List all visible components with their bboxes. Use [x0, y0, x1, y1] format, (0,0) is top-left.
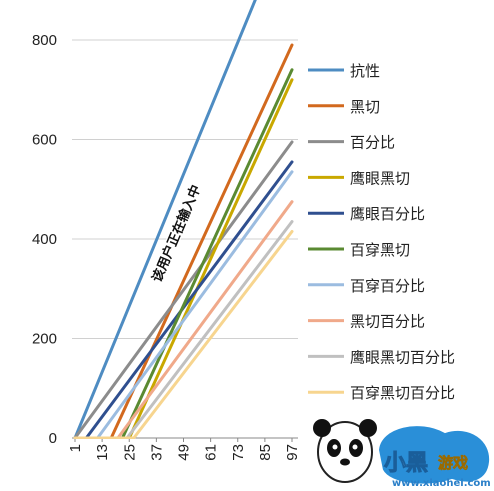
x-axis-tick-labels: 1 13 25 37 49 61 73 85 97 [67, 438, 301, 461]
y-tick-label: 400 [32, 231, 57, 248]
x-tick-label: 85 [257, 444, 274, 461]
legend-label: 百穿黑切百分比 [350, 384, 455, 402]
x-tick-label: 13 [94, 444, 111, 461]
series-lines [73, 0, 294, 439]
x-tick-label: 97 [284, 444, 301, 461]
legend-label: 黑切 [350, 98, 380, 116]
legend-label: 黑切百分比 [350, 313, 425, 331]
y-axis-tick-labels: 0 200 400 600 800 [32, 32, 57, 447]
y-tick-label: 800 [32, 32, 57, 49]
x-tick-label: 49 [176, 444, 193, 461]
legend-label: 鹰眼百分比 [350, 205, 425, 223]
legend-label: 抗性 [350, 62, 380, 80]
legend-label: 百穿百分比 [350, 277, 425, 295]
legend-label: 百穿黑切 [350, 241, 410, 259]
x-tick-label: 25 [121, 444, 138, 461]
svg-text:游戏: 游戏 [438, 454, 468, 472]
series-line-3 [73, 140, 294, 439]
panda-icon [313, 419, 377, 483]
x-tick-label: 37 [148, 444, 165, 461]
legend-label: 鹰眼黑切 [350, 169, 410, 187]
x-tick-label: 61 [203, 444, 220, 461]
svg-text:www.xiaohei.com: www.xiaohei.com [392, 478, 491, 489]
watermark-logo: 小黑 游戏 www.xiaohei.com [313, 419, 492, 489]
legend-label: 鹰眼黑切百分比 [350, 348, 455, 366]
legend: 抗性黑切百分比鹰眼黑切鹰眼百分比百穿黑切百穿百分比黑切百分比鹰眼黑切百分比百穿黑… [308, 62, 455, 402]
y-tick-label: 0 [49, 430, 57, 447]
series-line-1 [73, 0, 257, 439]
brand-wordmark: 小黑 游戏 www.xiaohei.com [376, 424, 492, 489]
x-tick-label: 1 [67, 444, 84, 452]
svg-text:小黑: 小黑 [384, 451, 428, 476]
legend-label: 百分比 [350, 134, 395, 152]
series-line-10 [73, 230, 294, 439]
y-tick-label: 200 [32, 331, 57, 348]
x-tick-label: 73 [230, 444, 247, 461]
gridlines [72, 39, 298, 339]
y-tick-label: 600 [32, 132, 57, 149]
